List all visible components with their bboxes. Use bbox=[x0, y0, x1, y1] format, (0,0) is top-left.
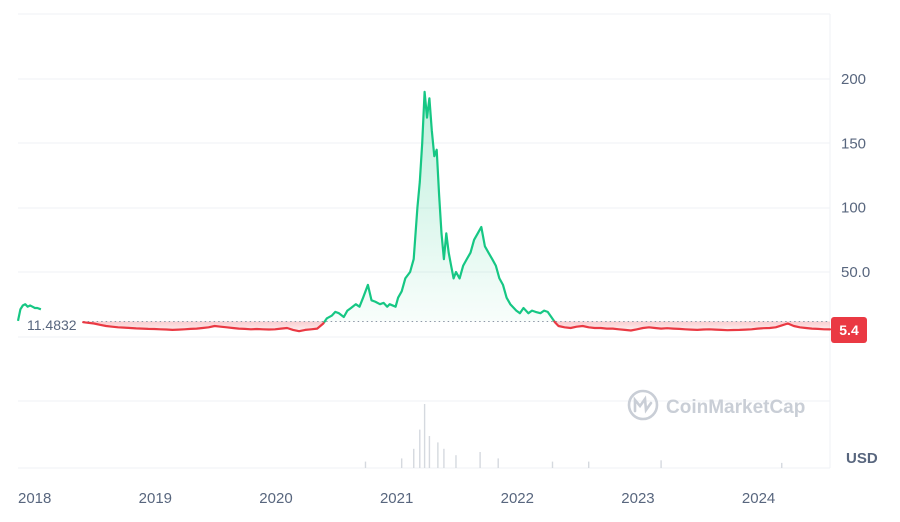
series-line-up bbox=[323, 90, 556, 323]
x-tick-label: 2021 bbox=[380, 490, 413, 507]
x-tick-label: 2022 bbox=[501, 490, 534, 507]
x-tick-label: 2018 bbox=[18, 490, 51, 507]
watermark-text: CoinMarketCap bbox=[666, 397, 805, 418]
x-axis: 2018 2019 2020 2021 2022 2023 2024 bbox=[18, 490, 775, 507]
y-tick-label: 150 bbox=[841, 135, 866, 152]
series-line-down bbox=[553, 320, 832, 332]
current-price-tag: 5.4 bbox=[831, 317, 867, 343]
series-line-down bbox=[82, 320, 326, 333]
volume-bars bbox=[364, 404, 783, 468]
price-lines bbox=[16, 90, 832, 333]
current-price-label: 5.4 bbox=[839, 322, 859, 338]
x-tick-label: 2020 bbox=[259, 490, 292, 507]
cmc-logo-icon bbox=[627, 389, 659, 421]
y-axis: 200 150 100 50.0 bbox=[841, 71, 870, 281]
baseline-label: 11.4832 bbox=[27, 317, 77, 333]
y-tick-label: 100 bbox=[841, 200, 866, 217]
x-tick-label: 2024 bbox=[742, 490, 775, 507]
price-area-fills bbox=[83, 91, 830, 332]
x-tick-label: 2019 bbox=[139, 490, 172, 507]
series-line-start bbox=[16, 303, 42, 322]
y-tick-label: 50.0 bbox=[841, 264, 870, 281]
current-price-badge bbox=[831, 317, 867, 343]
currency-unit-label: USD bbox=[846, 450, 878, 467]
x-tick-label: 2023 bbox=[621, 490, 654, 507]
y-tick-label: 200 bbox=[841, 71, 866, 88]
coinmarketcap-watermark: CoinMarketCap bbox=[627, 389, 805, 421]
baseline-value-tag: 11.4832 bbox=[27, 317, 77, 333]
